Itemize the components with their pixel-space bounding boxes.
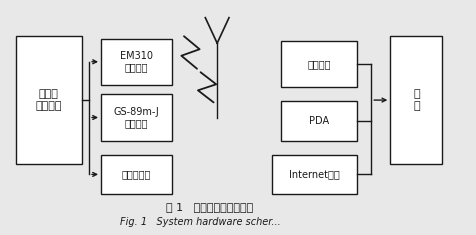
Text: 角度传感器: 角度传感器 xyxy=(121,169,151,179)
Text: 图 1   系统硬件组成示意图: 图 1 系统硬件组成示意图 xyxy=(166,202,253,212)
Text: 普通手机: 普通手机 xyxy=(307,59,330,69)
Bar xyxy=(389,36,441,164)
Text: EM310
传输模块: EM310 传输模块 xyxy=(120,51,153,73)
Bar xyxy=(280,101,357,141)
Text: Internet接入: Internet接入 xyxy=(288,169,339,179)
Bar xyxy=(101,94,172,141)
Bar xyxy=(16,36,82,164)
Bar xyxy=(280,41,357,87)
Text: Fig. 1   System hardware scher...: Fig. 1 System hardware scher... xyxy=(120,217,280,227)
Bar xyxy=(271,155,357,194)
Text: 微
机: 微 机 xyxy=(412,89,419,111)
Bar xyxy=(101,155,172,194)
Text: 单片机
控制电路: 单片机 控制电路 xyxy=(36,89,62,111)
Bar xyxy=(101,39,172,85)
Text: GS-89m-J
定位模块: GS-89m-J 定位模块 xyxy=(113,107,159,128)
Text: PDA: PDA xyxy=(308,116,328,126)
